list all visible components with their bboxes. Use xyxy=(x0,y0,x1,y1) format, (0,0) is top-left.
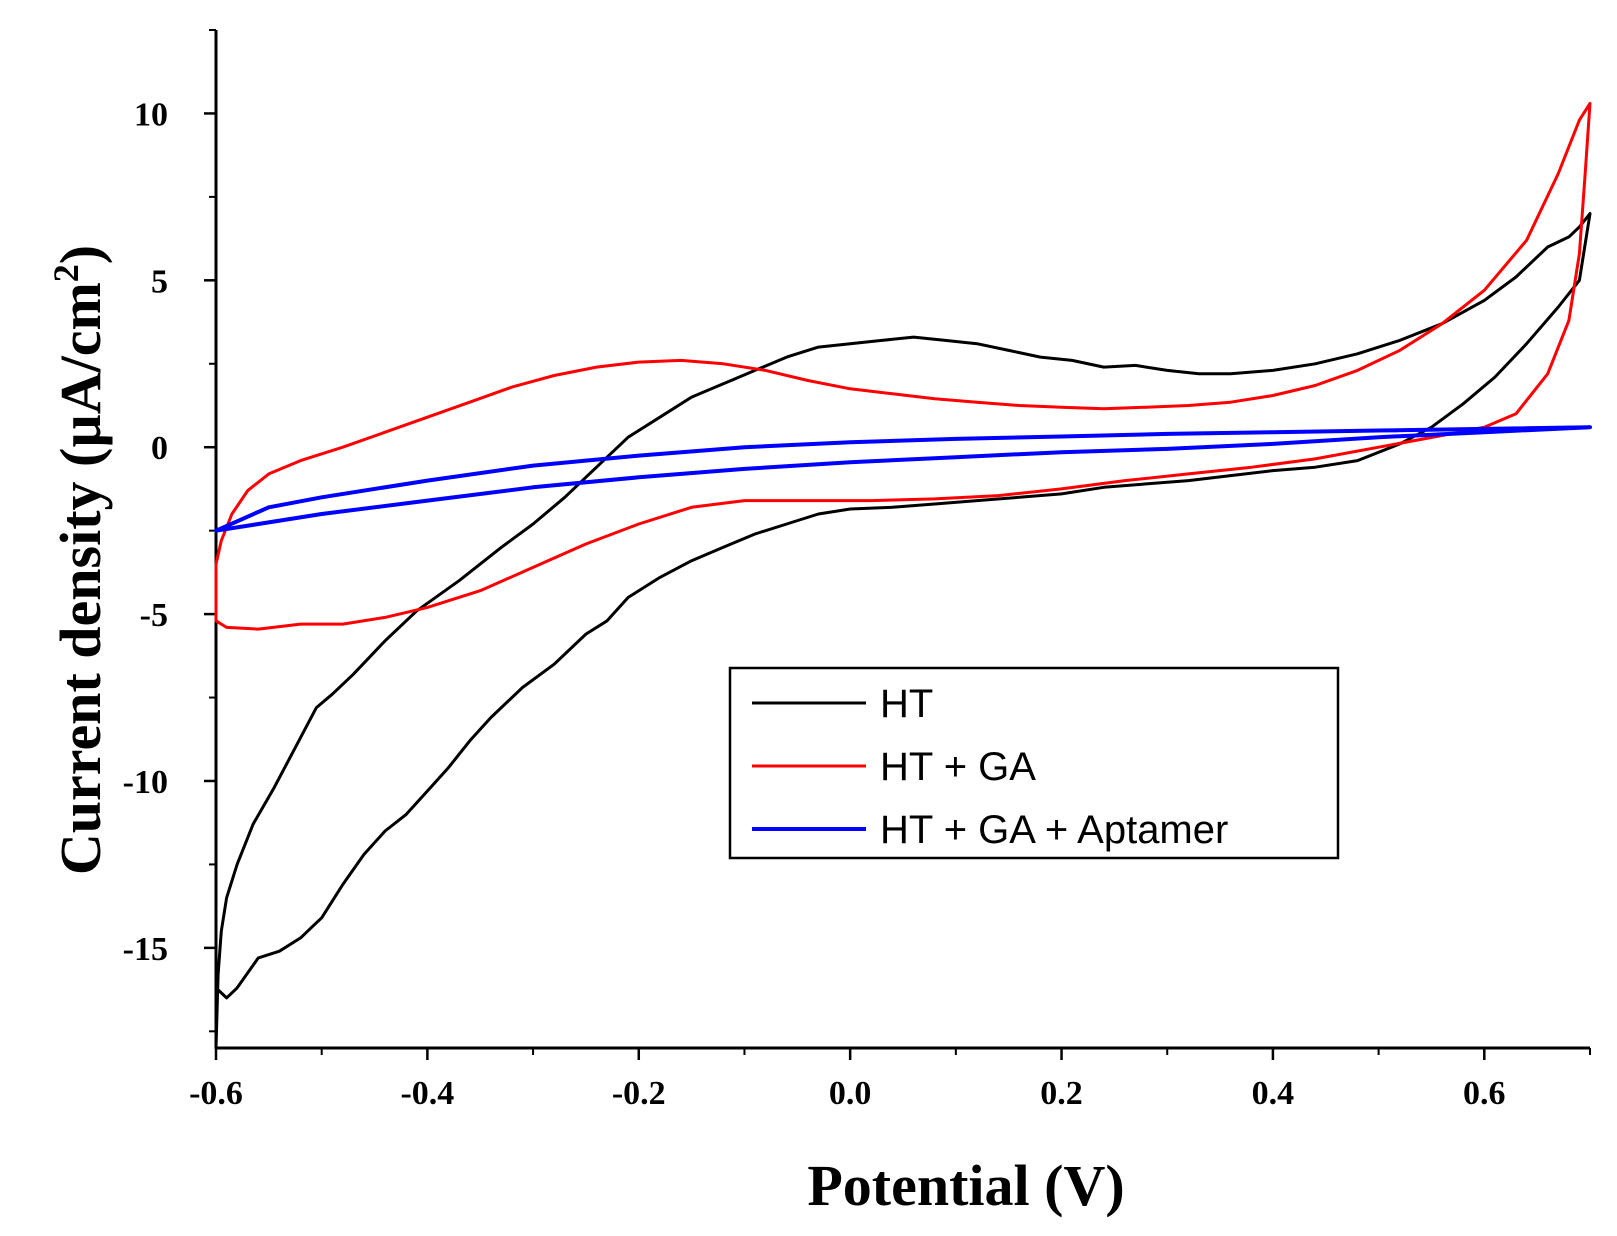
y-axis-title-sup: 2 xyxy=(46,264,86,282)
y-axis-title-main: Current density (µA/cm xyxy=(48,282,113,875)
series-line-ht-ga xyxy=(214,101,1592,631)
series-layer xyxy=(214,101,1592,1050)
x-tick-label: 0.2 xyxy=(1040,1075,1083,1112)
x-axis-title: Potential (V) xyxy=(807,1153,1124,1218)
x-tick-label: 0.6 xyxy=(1463,1075,1506,1112)
y-tick-label: 5 xyxy=(151,263,168,300)
legend-label-ht-ga-aptamer: HT + GA + Aptamer xyxy=(880,808,1228,852)
legend-label-ht-ga: HT + GA xyxy=(880,745,1036,789)
x-tick-label: -0.2 xyxy=(612,1075,666,1112)
legend: HT HT + GA HT + GA + Aptamer xyxy=(728,666,1340,860)
series-line-ht xyxy=(214,212,1592,1050)
y-tick-label: 10 xyxy=(134,96,168,133)
y-tick-label: -15 xyxy=(123,931,168,968)
legend-label-ht: HT xyxy=(880,682,933,726)
x-tick-label: -0.4 xyxy=(400,1075,454,1112)
legend-box xyxy=(728,666,1340,860)
y-axis-title-close: ) xyxy=(48,245,113,264)
y-tick-label: -10 xyxy=(123,764,168,801)
x-axis-ticks: -0.6 -0.4 -0.2 0.0 0.2 0.4 0.6 xyxy=(189,1048,1591,1112)
x-tick-label: 0.4 xyxy=(1252,1075,1295,1112)
y-axis-title: Current density (µA/cm2) xyxy=(46,245,113,875)
y-tick-label: 0 xyxy=(151,430,168,467)
x-tick-label: -0.6 xyxy=(189,1075,243,1112)
series-line-ht-ga-aptamer xyxy=(214,425,1592,533)
y-axis-ticks: 10 5 0 -5 -10 -15 xyxy=(123,29,216,1033)
x-tick-label: 0.0 xyxy=(829,1075,872,1112)
y-tick-label: -5 xyxy=(140,597,168,634)
